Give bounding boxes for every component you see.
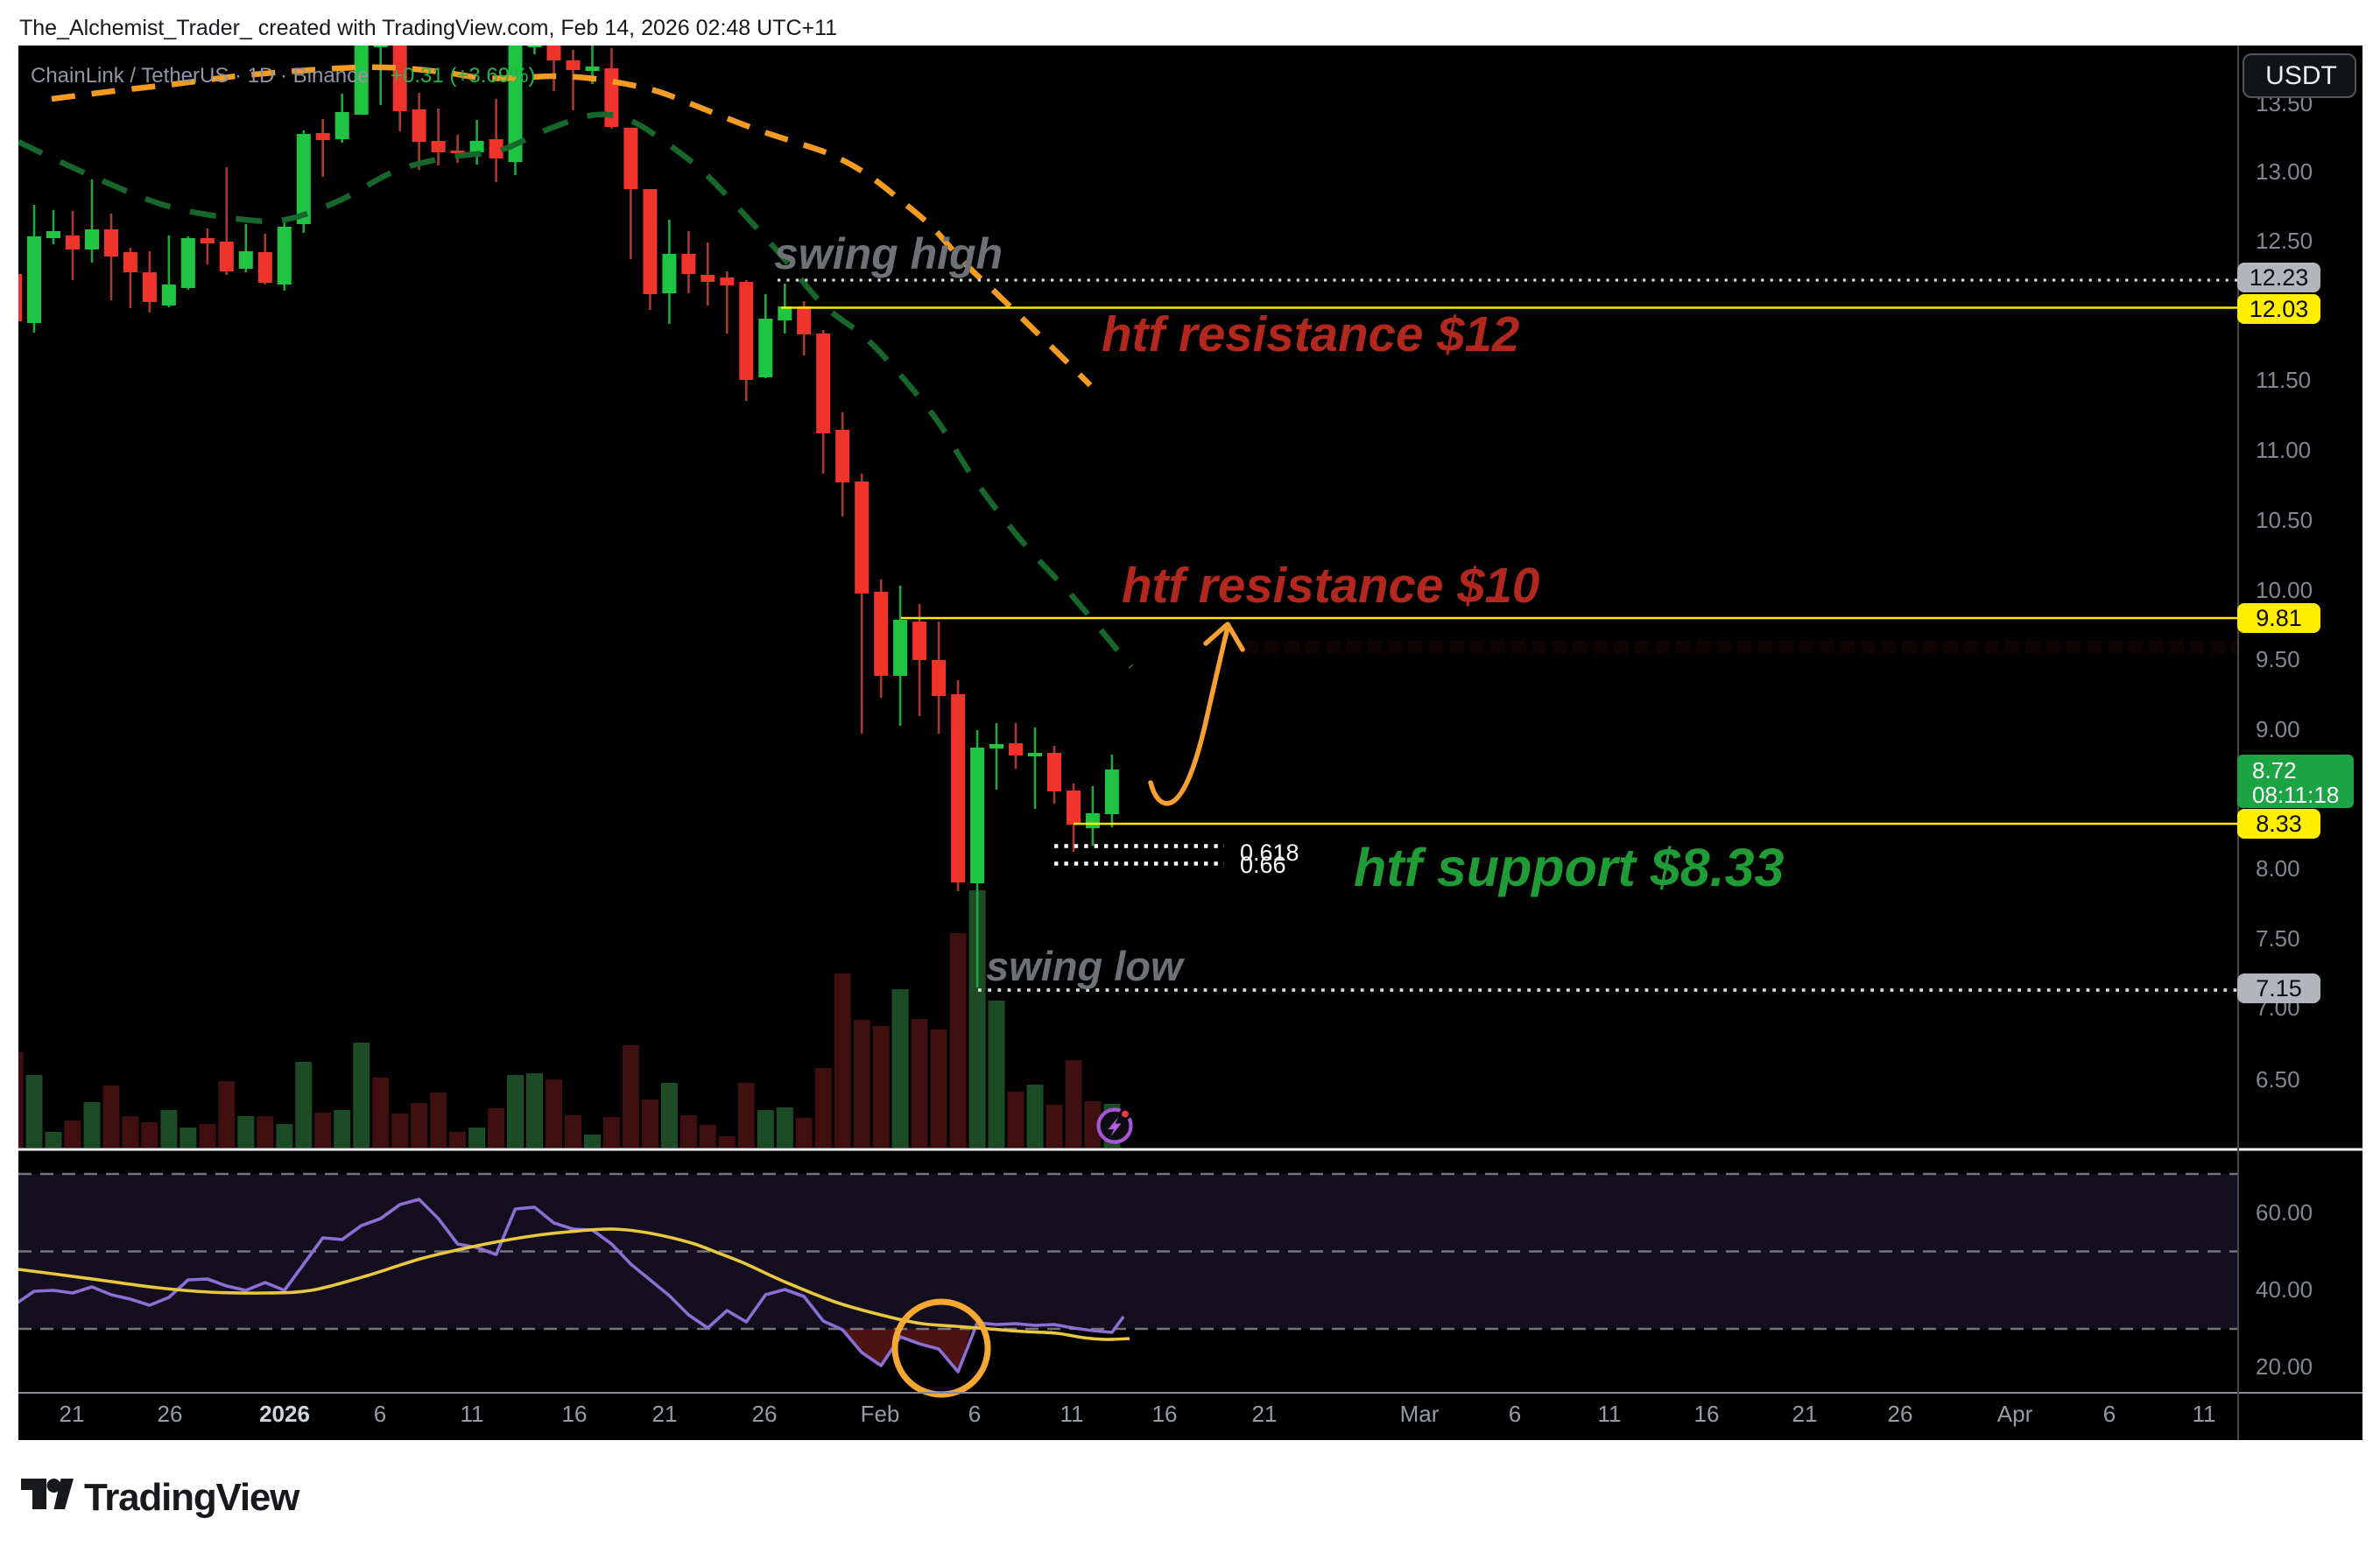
- svg-text:8.72: 8.72: [2252, 757, 2297, 784]
- svg-text:11: 11: [1060, 1401, 1084, 1427]
- svg-text:7.15: 7.15: [2256, 975, 2302, 1001]
- svg-text:11: 11: [2193, 1401, 2216, 1427]
- svg-text:9.00: 9.00: [2256, 716, 2300, 742]
- svg-text:htf resistance $10: htf resistance $10: [1122, 558, 1539, 613]
- svg-text:12.23: 12.23: [2250, 264, 2309, 291]
- svg-text:8.00: 8.00: [2256, 855, 2300, 882]
- svg-text:26: 26: [1888, 1401, 1913, 1427]
- svg-text:7.50: 7.50: [2256, 925, 2300, 952]
- svg-text:htf support $8.33: htf support $8.33: [1354, 838, 1785, 897]
- svg-text:0.618: 0.618: [1240, 840, 1299, 866]
- svg-text:16: 16: [1694, 1401, 1720, 1427]
- svg-text:11.00: 11.00: [2256, 437, 2311, 463]
- svg-text:21: 21: [60, 1401, 85, 1427]
- svg-text:11: 11: [461, 1401, 484, 1427]
- svg-text:The_Alchemist_Trader_ created: The_Alchemist_Trader_ created with Tradi…: [19, 16, 837, 40]
- svg-text:6: 6: [2103, 1401, 2116, 1427]
- svg-text:6: 6: [374, 1401, 386, 1427]
- svg-text:10.50: 10.50: [2256, 507, 2313, 533]
- svg-text:21: 21: [1252, 1401, 1278, 1427]
- svg-text:swing low: swing low: [986, 943, 1186, 989]
- svg-text:12.03: 12.03: [2250, 296, 2309, 322]
- svg-text:10.00: 10.00: [2256, 577, 2313, 603]
- svg-text:13.00: 13.00: [2256, 158, 2313, 185]
- svg-text:11: 11: [1598, 1401, 1622, 1427]
- svg-text:6: 6: [1509, 1401, 1521, 1427]
- svg-text:ChainLink / TetherUS · 1D · Bi: ChainLink / TetherUS · 1D · Binance: [31, 64, 369, 88]
- svg-text:Feb: Feb: [861, 1401, 900, 1427]
- svg-text:8.33: 8.33: [2256, 811, 2302, 837]
- svg-text:9.50: 9.50: [2256, 646, 2300, 672]
- svg-text:16: 16: [562, 1401, 588, 1427]
- svg-text:60.00: 60.00: [2256, 1199, 2313, 1226]
- svg-text:9.81: 9.81: [2256, 605, 2302, 631]
- svg-text:40.00: 40.00: [2256, 1276, 2313, 1303]
- svg-text:2026: 2026: [259, 1401, 310, 1427]
- svg-text:Mar: Mar: [1400, 1401, 1440, 1427]
- svg-text:6: 6: [968, 1401, 981, 1427]
- svg-text:26: 26: [158, 1401, 183, 1427]
- svg-text:Apr: Apr: [1997, 1401, 2033, 1427]
- svg-text:12.50: 12.50: [2256, 228, 2313, 254]
- svg-text:htf resistance $12: htf resistance $12: [1102, 306, 1519, 362]
- svg-text:20.00: 20.00: [2256, 1353, 2313, 1380]
- svg-text:0.66: 0.66: [1240, 852, 1286, 878]
- svg-text:08:11:18: 08:11:18: [2252, 782, 2339, 808]
- svg-text:swing high: swing high: [774, 229, 1003, 278]
- svg-text:21: 21: [1792, 1401, 1818, 1427]
- svg-text:16: 16: [1152, 1401, 1178, 1427]
- svg-text:11.50: 11.50: [2256, 367, 2311, 393]
- svg-text:TradingView: TradingView: [84, 1476, 300, 1519]
- svg-text:USDT: USDT: [2265, 61, 2337, 90]
- svg-text:26: 26: [752, 1401, 778, 1427]
- svg-text:21: 21: [652, 1401, 678, 1427]
- svg-text:6.50: 6.50: [2256, 1066, 2300, 1093]
- svg-text:+0.31 (+3.69%): +0.31 (+3.69%): [391, 64, 535, 88]
